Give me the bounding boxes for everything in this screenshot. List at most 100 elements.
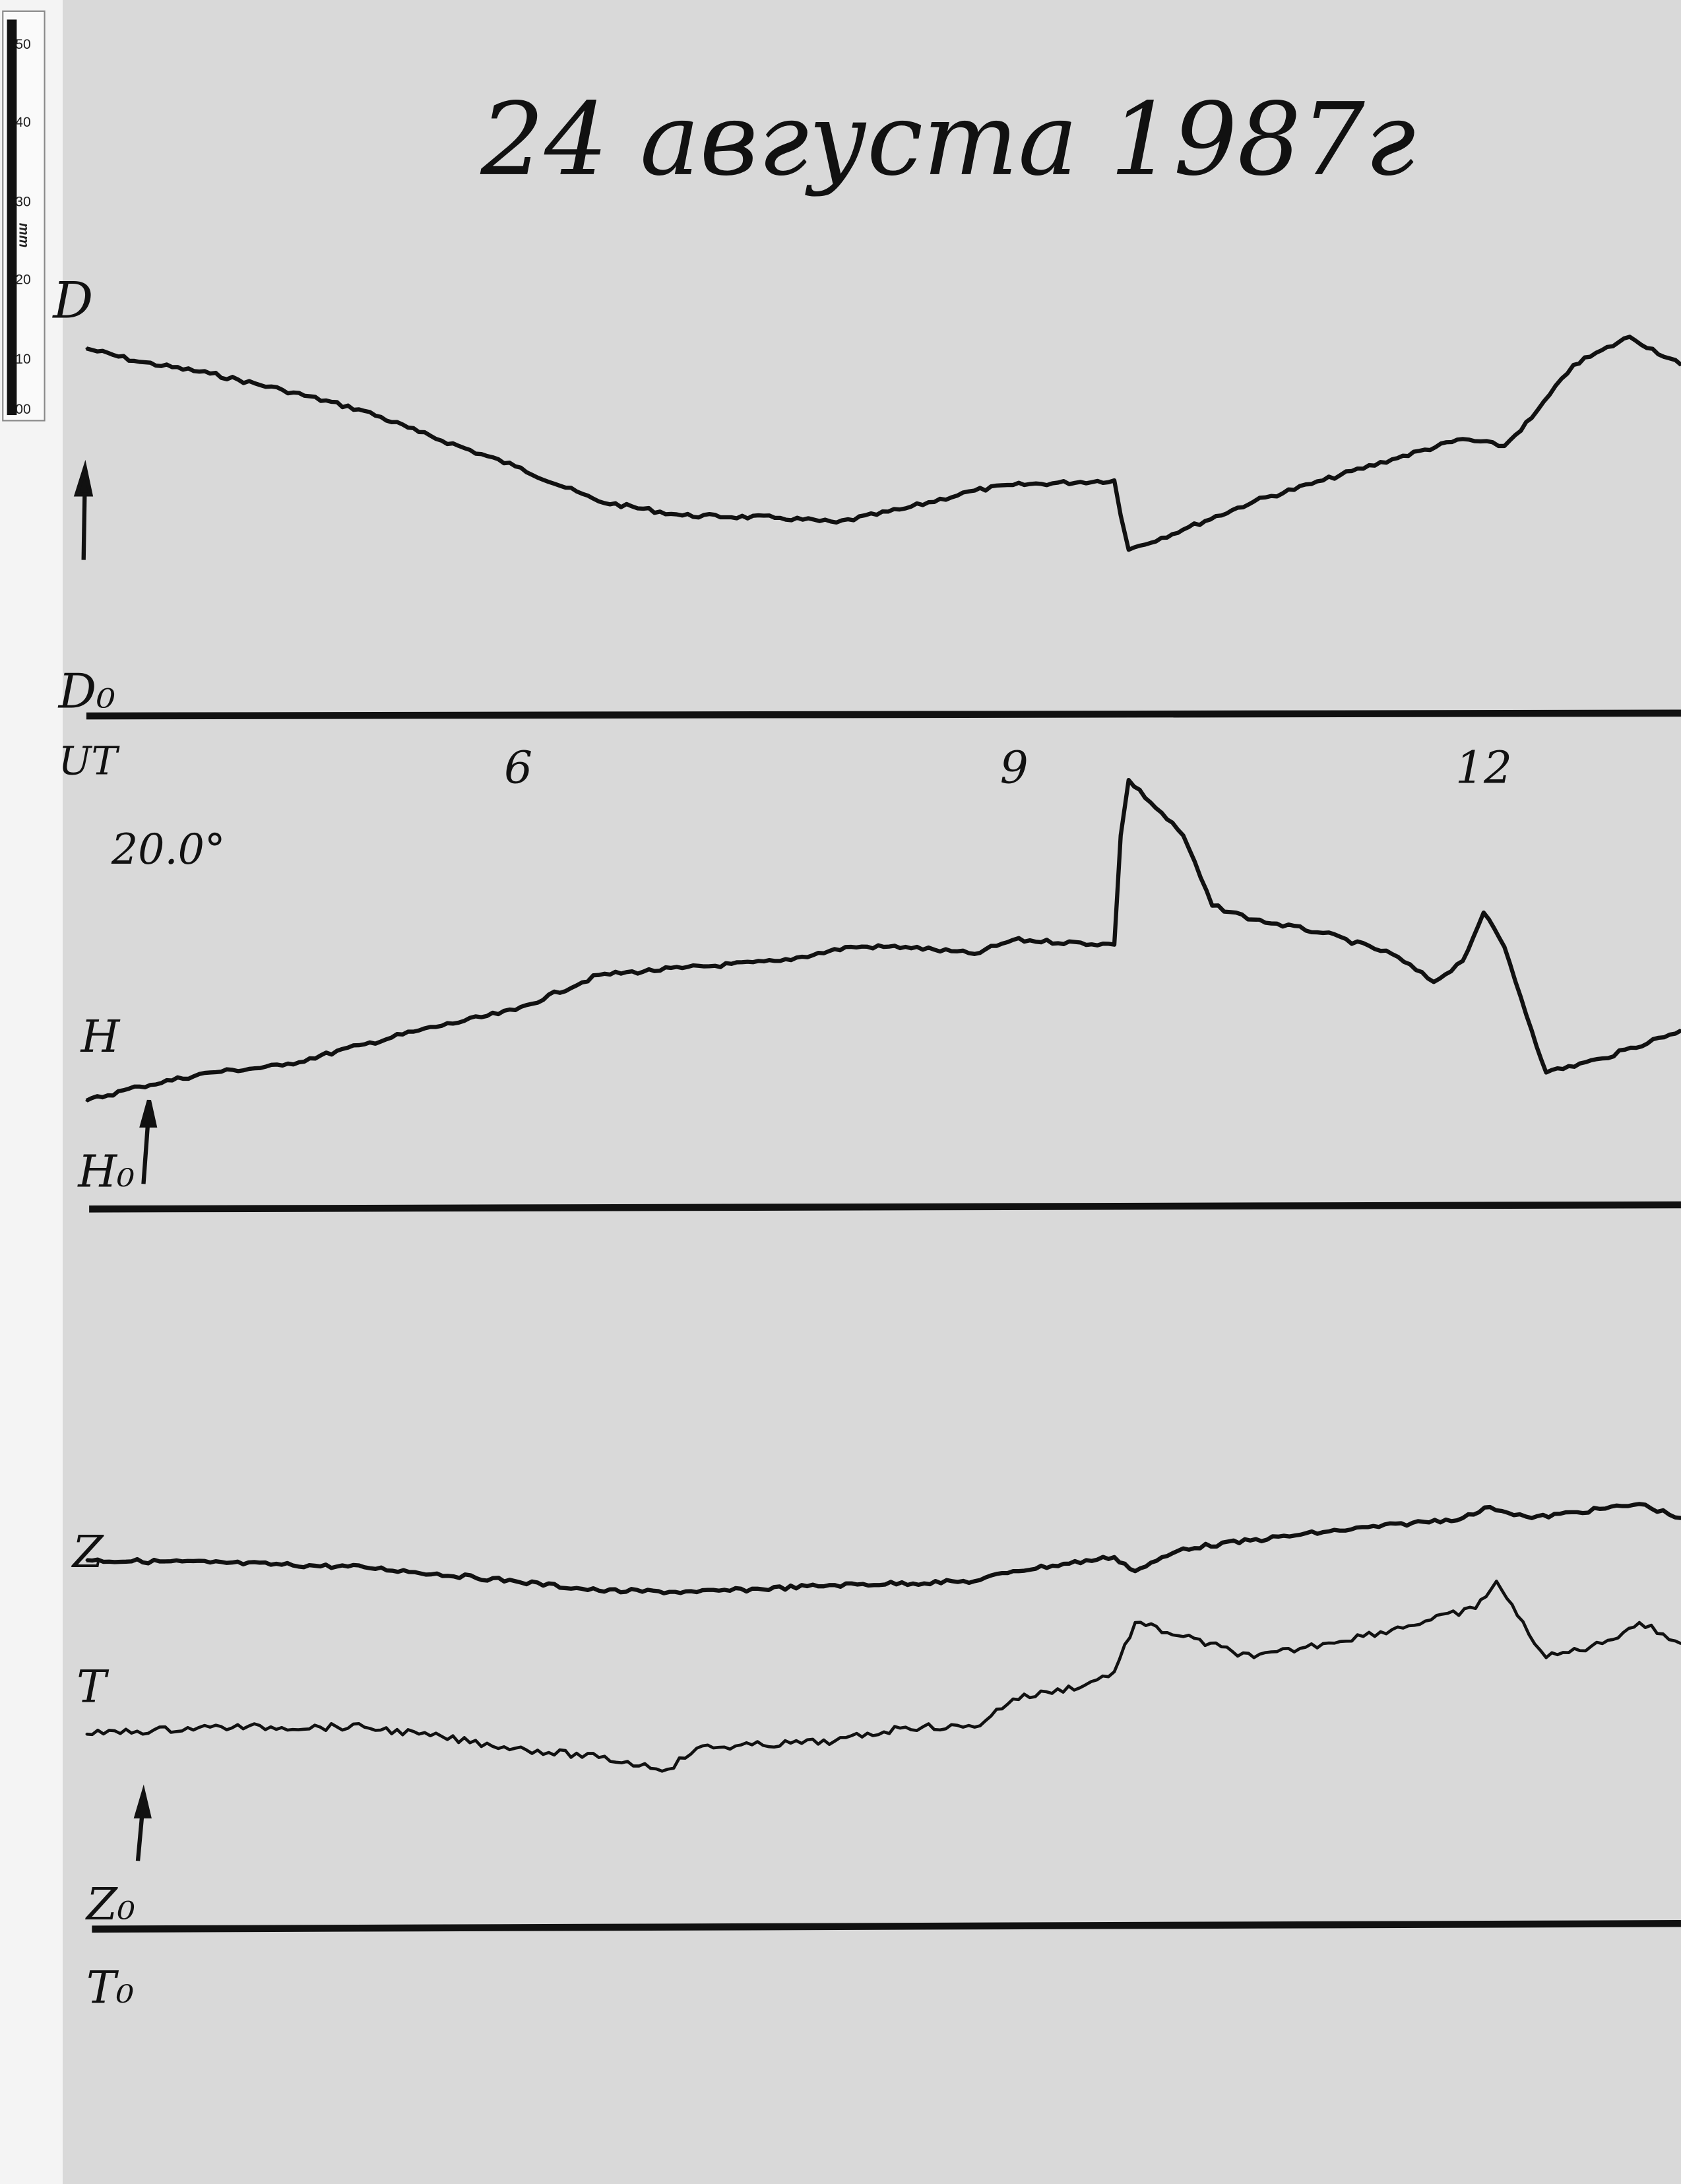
data-point-t: [363, 1725, 365, 1729]
data-point-t: [85, 1733, 88, 1735]
data-point-t: [666, 1768, 670, 1771]
ruler-label: 30: [15, 194, 30, 209]
arrow-up-icon: [133, 1784, 152, 1818]
label-h: H: [79, 1010, 120, 1062]
label-h0: H₀: [77, 1145, 135, 1198]
data-point-t: [514, 1747, 517, 1750]
data-point-d: [281, 389, 284, 391]
data-point-d: [418, 431, 420, 434]
data-point-t: [1474, 1607, 1477, 1610]
data-point-d: [85, 347, 88, 350]
ruler-unit: mm: [16, 223, 32, 248]
data-point-h: [208, 1071, 212, 1074]
ruler-label: 50: [15, 37, 30, 52]
data-point-t: [1544, 1656, 1548, 1659]
data-point-d: [208, 372, 212, 375]
data-point-z: [1638, 1502, 1641, 1506]
label-t0: T₀: [86, 1962, 134, 2014]
data-point-z: [973, 1580, 976, 1583]
baseline-h0: [89, 1201, 1681, 1213]
data-point-h: [1601, 1057, 1604, 1060]
data-point-d: [1461, 437, 1464, 441]
data-point-z: [695, 1591, 698, 1593]
data-point-z: [85, 1558, 88, 1562]
data-point-t: [1182, 1635, 1185, 1638]
data-point-t: [1601, 1642, 1604, 1645]
baseline-d0: [86, 709, 1681, 720]
data-point-d: [1321, 479, 1325, 482]
arrow-up-icon: [73, 459, 94, 497]
data-point-t: [1391, 1628, 1393, 1631]
data-point-d: [1628, 335, 1631, 338]
data-point-t: [208, 1725, 212, 1729]
data-point-d: [597, 500, 600, 503]
data-point-t: [597, 1756, 600, 1759]
data-point-t: [418, 1733, 420, 1735]
data-point-h: [1544, 1071, 1548, 1074]
data-point-d: [779, 517, 782, 519]
data-point-d: [1011, 484, 1015, 486]
data-point-z: [1133, 1570, 1137, 1572]
data-point-h: [973, 953, 976, 955]
data-point-z: [1321, 1531, 1325, 1533]
trace-h: [85, 777, 1681, 1103]
data-point-z: [1461, 1517, 1464, 1520]
label-scale-value: 20.0°: [111, 825, 226, 874]
mm-ruler: 50 40 30 20 10 00 mm: [2, 10, 46, 422]
data-point-t: [1011, 1698, 1015, 1700]
data-point-h: [779, 959, 782, 963]
data-point-t: [973, 1725, 976, 1729]
data-point-t: [1084, 1683, 1087, 1686]
data-point-h: [1531, 1029, 1533, 1032]
data-point-z: [514, 1580, 517, 1583]
data-point-d: [1253, 500, 1255, 503]
data-point-h: [138, 1085, 141, 1088]
data-point-h: [1127, 779, 1130, 781]
data-point-d: [1182, 528, 1185, 531]
data-point-h: [1461, 959, 1464, 963]
data-point-h: [1253, 918, 1255, 921]
trace-d: [86, 335, 1681, 552]
data-point-h: [1211, 904, 1214, 907]
data-point-h: [1321, 932, 1325, 934]
data-point-t: [695, 1747, 698, 1750]
data-point-d: [1531, 416, 1533, 420]
data-point-z: [1011, 1570, 1015, 1572]
data-point-h: [1432, 980, 1435, 984]
data-point-h: [1113, 943, 1116, 946]
data-point-z: [363, 1566, 365, 1568]
data-point-h: [85, 1099, 88, 1102]
data-point-h: [904, 946, 907, 948]
ruler-label: 00: [15, 402, 30, 417]
trace-z: [86, 1502, 1681, 1595]
data-point-z: [208, 1561, 212, 1564]
data-point-t: [1516, 1614, 1519, 1617]
data-point-t: [1133, 1621, 1137, 1624]
data-point-z: [1182, 1547, 1185, 1550]
label-z0: Z₀: [85, 1878, 135, 1930]
label-d: D: [51, 271, 93, 329]
data-point-t: [1495, 1580, 1498, 1583]
data-point-h: [850, 946, 852, 948]
data-point-z: [1113, 1556, 1116, 1558]
data-point-h: [418, 1029, 420, 1032]
baseline-z0-t0: [92, 1919, 1681, 1933]
data-point-d: [514, 465, 517, 468]
ruler-label: 40: [15, 115, 30, 130]
label-t: T: [77, 1661, 110, 1713]
label-z: Z: [71, 1526, 104, 1578]
data-point-h: [597, 973, 600, 977]
data-point-d: [835, 521, 838, 524]
label-d0: D₀: [57, 663, 115, 719]
data-point-z: [597, 1589, 600, 1592]
data-point-d: [904, 507, 907, 510]
data-point-z: [1531, 1517, 1533, 1520]
data-point-h: [1503, 946, 1506, 948]
data-point-d: [681, 514, 683, 517]
ruler-label: 10: [15, 352, 30, 367]
data-point-d: [1503, 445, 1506, 447]
data-point-d: [1127, 548, 1130, 551]
ruler-label: 20: [15, 273, 30, 288]
